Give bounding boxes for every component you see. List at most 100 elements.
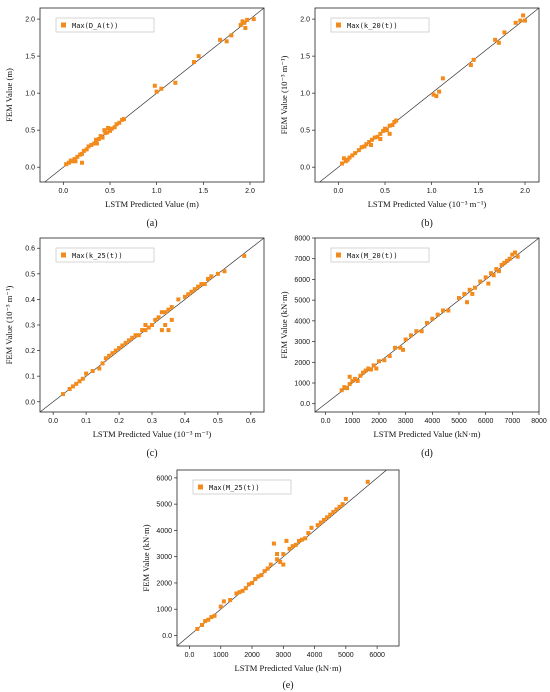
data-point (105, 130, 110, 135)
data-point (140, 328, 145, 333)
data-point (173, 80, 178, 85)
data-point (467, 287, 472, 292)
y-tick-label: 1000 (156, 607, 172, 614)
y-tick-label: 0.1 (25, 374, 35, 381)
reference-line (314, 237, 540, 413)
scatter-plot-d: 0.0 1000 2000 3000 4000 5000 6000 7000 8000 0.0 10… (279, 236, 547, 460)
data-point (80, 160, 84, 165)
y-tick-label: 0.2 (25, 348, 35, 355)
data-point (350, 378, 355, 383)
data-point (513, 250, 517, 255)
data-point (237, 590, 242, 595)
data-point (502, 30, 507, 35)
legend-label: Max(M_20(t)) (347, 252, 398, 260)
data-point (435, 312, 440, 317)
y-tick-label: 8000 (294, 236, 310, 243)
data-point (130, 335, 135, 340)
data-point (189, 289, 194, 294)
data-point (80, 151, 84, 156)
data-point (150, 323, 154, 327)
data-point (437, 89, 442, 94)
data-point (238, 23, 243, 28)
data-point (195, 626, 200, 631)
data-point (169, 317, 174, 322)
data-point (163, 310, 168, 315)
data-point (409, 333, 413, 338)
data-point (107, 353, 112, 358)
data-point (502, 260, 507, 265)
data-point (146, 325, 151, 330)
x-tick-label: 2000 (371, 418, 387, 425)
data-point (100, 135, 105, 140)
data-point (242, 20, 247, 25)
legend-box (192, 479, 292, 495)
x-tick-label: 1.0 (427, 188, 437, 195)
y-tick-label: 0.6 (25, 246, 35, 253)
data-point (256, 574, 261, 579)
data-point (242, 253, 247, 258)
data-point (163, 323, 168, 327)
data-point (440, 76, 445, 81)
data-point (265, 566, 270, 571)
y-tick-label: 1.5 (25, 54, 35, 61)
y-tick-label: 1.5 (300, 54, 310, 61)
data-point (133, 333, 138, 338)
data-point (86, 144, 91, 149)
data-point (228, 598, 233, 603)
data-point (390, 122, 395, 127)
data-point (96, 137, 101, 142)
data-point (176, 297, 181, 302)
plot-frame (176, 469, 400, 647)
data-point (281, 552, 286, 557)
legend-marker (61, 22, 66, 28)
x-tick-label: 0.0 (58, 188, 68, 195)
data-point (523, 18, 527, 23)
data-point (441, 308, 445, 313)
panel-caption: (a) (146, 218, 157, 229)
data-point (112, 125, 117, 130)
data-point (143, 323, 148, 327)
data-point (61, 392, 66, 397)
data-point (372, 135, 377, 140)
y-tick-label: 2.0 (25, 17, 35, 24)
data-point (94, 141, 99, 146)
data-point (246, 582, 251, 587)
data-point (328, 512, 333, 517)
data-point (212, 613, 217, 618)
x-tick-label: 1000 (213, 652, 229, 659)
data-point (430, 316, 435, 321)
data-point (253, 577, 258, 582)
data-point (209, 274, 214, 279)
data-point (419, 329, 424, 334)
data-point (462, 291, 467, 296)
data-point (340, 502, 345, 507)
data-point (154, 89, 159, 94)
data-point (371, 363, 376, 368)
data-point (362, 144, 367, 149)
data-point (518, 18, 523, 23)
data-point (84, 371, 89, 376)
legend-marker (336, 252, 341, 258)
data-point (108, 128, 112, 133)
data-point (493, 37, 498, 42)
x-axis-title: LSTM Predicted Value (kN·m) (234, 663, 341, 673)
data-point (243, 25, 248, 30)
data-point (90, 369, 95, 374)
y-tick-label: 6000 (294, 277, 310, 284)
legend-box (55, 247, 155, 263)
x-tick-label: 1000 (345, 418, 361, 425)
data-point (281, 562, 286, 567)
data-point (159, 328, 164, 333)
y-axis-title: FEM Value (10⁻³ m⁻¹) (4, 285, 14, 364)
data-point (345, 386, 349, 391)
legend-label: Max(k_20(t)) (347, 22, 398, 30)
data-point (387, 354, 392, 359)
data-point (315, 523, 320, 528)
panel-caption: (c) (146, 448, 157, 459)
data-point (347, 382, 352, 387)
x-tick-label: 0.0 (333, 188, 343, 195)
x-tick-label: 1.5 (473, 188, 483, 195)
data-point (465, 300, 469, 305)
x-tick-label: 6000 (369, 652, 385, 659)
data-point (122, 117, 126, 122)
